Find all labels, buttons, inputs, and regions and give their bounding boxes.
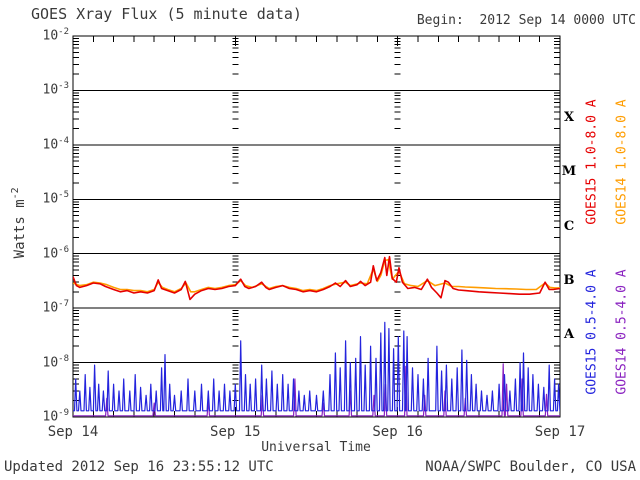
trace-goes14-0-5-4-0-a <box>73 363 560 417</box>
y-axis-title: Watts m-2 <box>10 168 28 278</box>
source-attribution: NOAA/SWPC Boulder, CO USA <box>425 459 636 475</box>
flare-class-letter: M <box>561 164 577 180</box>
x-axis-title: Universal Time <box>261 440 371 455</box>
page-title: GOES Xray Flux (5 minute data) <box>31 5 302 23</box>
flare-class-letter: B <box>563 272 575 288</box>
legend-label-goes14-0-5-4-0-a: GOES14 0.5-4.0 A <box>614 269 630 395</box>
x-tick-label: Sep 15 <box>210 424 261 440</box>
trace-goes15-0-5-4-0-a <box>73 321 560 412</box>
legend-label-goes15-0-5-4-0-a: GOES15 0.5-4.0 A <box>584 269 600 395</box>
y-tick-label: 10-6 <box>42 244 70 262</box>
flare-class-letter: A <box>563 327 575 343</box>
y-tick-label: 10-7 <box>42 299 70 316</box>
updated-timestamp: Updated 2012 Sep 16 23:55:12 UTC <box>4 459 274 475</box>
y-tick-label: 10-9 <box>42 408 70 425</box>
plot-grid <box>72 35 561 418</box>
trace-goes14-1-0-8-0-a <box>73 258 560 293</box>
trace-goes15-1-0-8-0-a <box>73 255 560 301</box>
x-tick-label: Sep 17 <box>534 424 586 440</box>
trace-layer <box>73 255 560 417</box>
y-tick-label: 10-4 <box>42 135 70 153</box>
x-tick-label: Sep 14 <box>47 424 99 440</box>
x-tick-label: Sep 16 <box>372 424 423 440</box>
flare-class-letter: X <box>563 109 575 125</box>
legend-label-goes15-1-0-8-0-a: GOES15 1.0-8.0 A <box>584 99 600 225</box>
y-tick-label: 10-5 <box>42 190 70 207</box>
flare-class-letter: C <box>563 218 575 234</box>
y-tick-label: 10-2 <box>42 27 70 44</box>
y-tick-label: 10-8 <box>42 353 70 370</box>
y-tick-label: 10-3 <box>42 81 70 98</box>
begin-time-label: Begin: 2012 Sep 14 0000 UTC <box>416 13 636 28</box>
legend-label-goes14-1-0-8-0-a: GOES14 1.0-8.0 A <box>614 99 630 225</box>
